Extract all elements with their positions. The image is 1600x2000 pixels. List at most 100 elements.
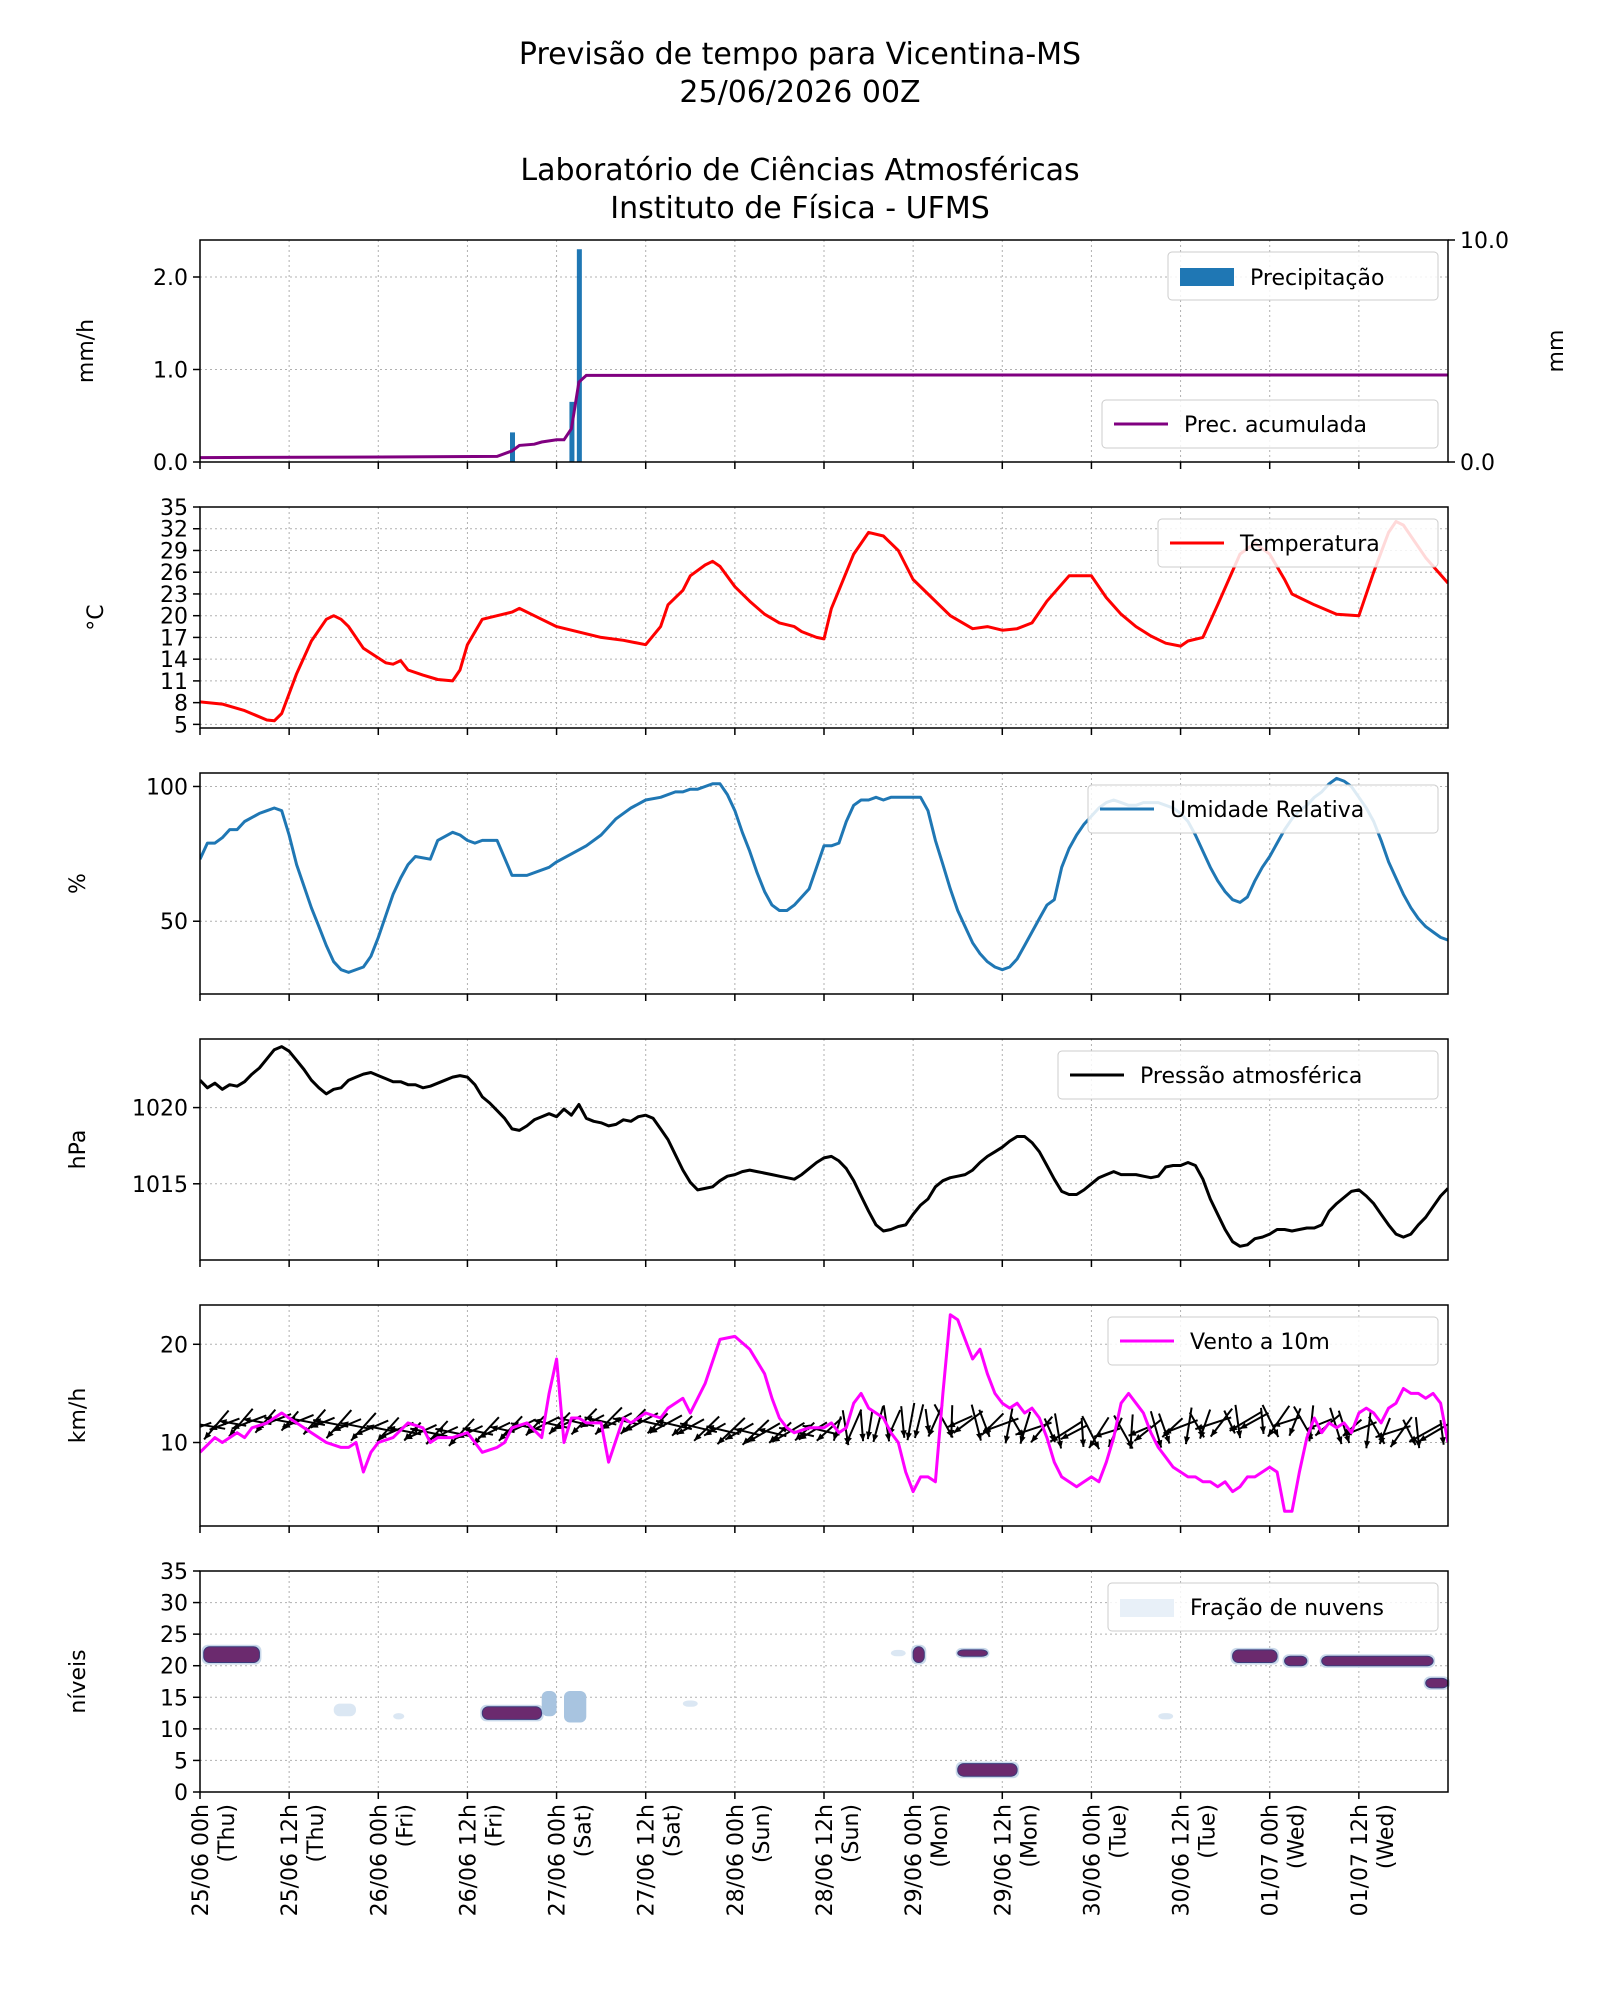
wind-arrowhead	[816, 1433, 825, 1441]
wind-arrowhead	[1015, 1429, 1024, 1436]
chart-title-line-3: Laboratório de Ciências Atmosféricas	[520, 153, 1080, 188]
precip-bar	[510, 432, 515, 462]
wind-arrowhead	[527, 1426, 536, 1433]
wind-arrowhead	[1364, 1440, 1371, 1449]
wind-arrowhead	[1056, 1440, 1063, 1449]
cloud-blob	[957, 1649, 988, 1657]
cloud-blob	[333, 1703, 356, 1717]
wind-arrowhead	[865, 1431, 873, 1440]
cloud-blob	[957, 1763, 1018, 1777]
wind-arrowhead	[717, 1436, 725, 1445]
wind-arrowhead	[1344, 1435, 1350, 1444]
cloud-blob	[203, 1646, 260, 1664]
legend-box	[1107, 1316, 1439, 1366]
legend-box	[1107, 1582, 1439, 1632]
legend	[1107, 1316, 1439, 1366]
wind-arrowhead	[1409, 1435, 1418, 1442]
panel-frame	[199, 1038, 1449, 1261]
pressure-line	[200, 1045, 1448, 1248]
panel-frame	[199, 506, 1449, 729]
y-axis-label: mm/h	[74, 319, 99, 383]
wind-arrow	[200, 1423, 226, 1430]
y-tick-label: 10	[160, 1718, 188, 1743]
wind-arrowhead	[580, 1421, 589, 1428]
y-tick-label: 17	[160, 626, 188, 651]
wind-arrowhead	[706, 1425, 715, 1432]
x-tick-label: 25/06 00h	[189, 1804, 214, 1916]
wind-arrowhead	[656, 1419, 664, 1426]
series-group	[200, 1045, 1448, 1248]
wind-arrowhead	[747, 1435, 756, 1443]
wind-arrowhead	[649, 1426, 658, 1433]
x-tick-label: 25/06 12h	[278, 1804, 303, 1916]
wind-arrowhead	[953, 1426, 962, 1433]
wind-arrowhead	[1418, 1435, 1427, 1442]
wind-arrowhead	[333, 1425, 342, 1431]
y-tick-label: 1020	[132, 1097, 188, 1122]
y-axis-label: hPa	[66, 1130, 91, 1170]
wind-arrowhead	[255, 1425, 263, 1433]
wind-arrowhead	[313, 1418, 322, 1425]
wind-arrowhead	[1019, 1435, 1026, 1444]
wind-arrowhead	[1156, 1439, 1163, 1448]
x-tick-label: 26/06 00h	[367, 1804, 392, 1916]
legend-label: Precipitação	[1250, 266, 1384, 291]
legend	[1087, 784, 1439, 834]
legend	[1107, 1582, 1439, 1632]
wind-arrowhead	[948, 1429, 955, 1438]
wind-arrowhead	[1003, 1435, 1011, 1444]
x-tick-label: 27/06 00h	[546, 1804, 571, 1916]
x-tick-day-label: (Sun)	[750, 1804, 775, 1863]
wind-arrowhead	[571, 1426, 579, 1435]
x-tick-day-label: (Sat)	[572, 1804, 597, 1857]
cloud-blob	[1158, 1713, 1174, 1720]
wind-arrowhead	[1379, 1436, 1386, 1445]
wind-arrowhead	[554, 1423, 563, 1430]
y-tick-label: 1015	[132, 1173, 188, 1198]
wind-arrowhead	[872, 1434, 879, 1442]
wind-arrowhead	[404, 1433, 413, 1440]
cloud-blob	[564, 1690, 587, 1723]
wind-arrowhead	[976, 1432, 983, 1441]
wind-arrowhead	[1092, 1441, 1100, 1450]
x-tick-label: 28/06 12h	[813, 1804, 838, 1916]
y-tick-label: 20	[160, 1333, 188, 1358]
precip-bar	[569, 401, 575, 462]
y-axis-label: °C	[84, 604, 109, 630]
x-tick-day-label: (Sat)	[661, 1804, 686, 1857]
wind-arrowhead	[1128, 1429, 1137, 1436]
wind-arrowhead	[549, 1426, 557, 1435]
legend	[1057, 1050, 1439, 1100]
wind-arrowhead	[672, 1428, 680, 1436]
legend	[1101, 251, 1439, 449]
wind-arrowhead	[846, 1436, 852, 1445]
x-tick-day-label: (Wed)	[1285, 1804, 1310, 1869]
y-axis-label: níveis	[66, 1649, 91, 1713]
cloud-blob	[393, 1713, 405, 1720]
wind-arrowhead	[725, 1433, 734, 1440]
y-tick-label: 29	[160, 539, 188, 564]
wind-arrowhead	[204, 1431, 212, 1440]
wind-arrowhead	[1272, 1420, 1281, 1427]
wind-arrowhead	[1031, 1434, 1039, 1443]
wind-arrowhead	[1094, 1431, 1103, 1438]
y-tick-label: 100	[146, 775, 188, 800]
wind-arrowhead	[601, 1422, 610, 1429]
wind-arrowhead	[354, 1429, 363, 1435]
wind-arrowhead	[1162, 1429, 1170, 1438]
wind-arrowhead	[798, 1432, 807, 1440]
x-tick-day-label: (Thu)	[304, 1804, 329, 1863]
x-tick-day-label: (Fri)	[482, 1804, 507, 1847]
wind-arrowhead	[1439, 1436, 1446, 1445]
wind-arrowhead	[983, 1426, 992, 1432]
chart-title-line-4: Instituto de Física - UFMS	[610, 191, 990, 226]
panel-frame	[199, 1304, 1449, 1527]
y-right-axis-label: mm	[1544, 330, 1569, 373]
y-tick-label: 26	[160, 561, 188, 586]
wind-arrowhead	[231, 1423, 240, 1429]
panel-pressure	[193, 1038, 1449, 1267]
y-tick-label: 23	[160, 583, 188, 608]
panel-temperature	[193, 506, 1449, 735]
panel-frame	[199, 1570, 1449, 1793]
wind-arrowhead	[900, 1430, 907, 1438]
